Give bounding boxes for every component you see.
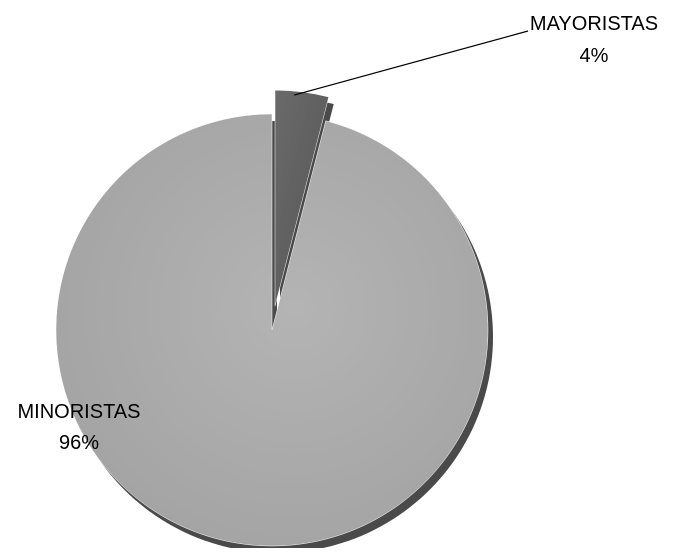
data-labels: MAYORISTAS 4% MINORISTAS 96% [18,13,659,454]
pie-slice-mayoristas [274,89,330,307]
leader-lines [294,30,529,96]
data-label-percent-mayoristas: 4% [580,45,609,67]
data-label-percent-minoristas: 96% [59,432,99,454]
leader-line-mayoristas [294,30,529,96]
slices [55,89,489,547]
data-label-name-minoristas: MINORISTAS [18,401,141,423]
pie-slice-minoristas [55,113,489,547]
data-label-name-mayoristas: MAYORISTAS [530,13,658,35]
